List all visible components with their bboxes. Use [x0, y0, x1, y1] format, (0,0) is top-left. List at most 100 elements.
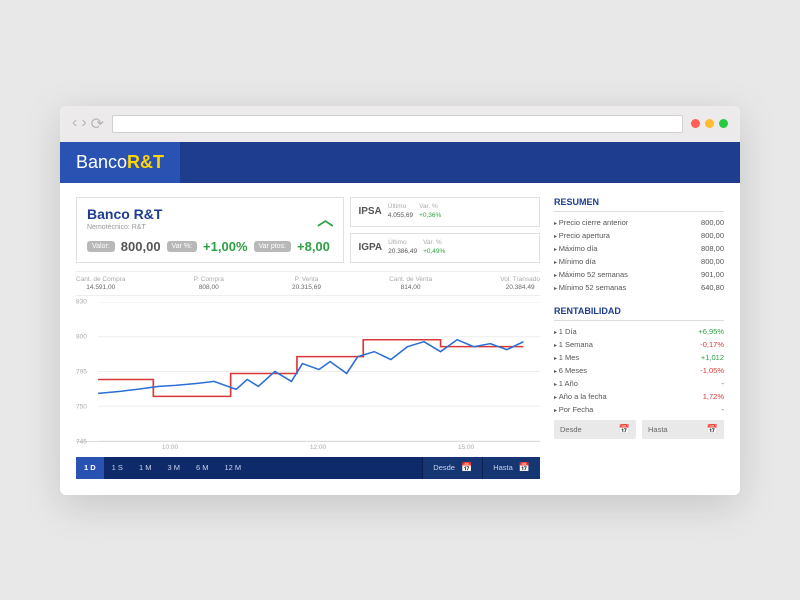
resumen-key: Mínimo día	[554, 257, 596, 266]
rentabilidad-value: -1,05%	[700, 366, 724, 375]
resumen-list: Precio cierre anterior800,00Precio apert…	[554, 218, 724, 292]
app-header: BancoR&T	[60, 142, 740, 183]
quote-col: P. Compra808,00	[194, 276, 224, 291]
x-tick: 15:00	[392, 444, 540, 451]
hasta-range-button[interactable]: Hasta📅	[482, 457, 540, 479]
quote-col: Cant. de Venta814,00	[389, 276, 432, 291]
content: Banco R&T Nemotécnico: R&T ︿ Valor: 800,…	[60, 183, 740, 495]
index-name: IPSA	[358, 206, 381, 217]
logo: BancoR&T	[60, 142, 180, 183]
left-panel: Banco R&T Nemotécnico: R&T ︿ Valor: 800,…	[76, 197, 540, 479]
rentabilidad-row: Por Fecha -	[554, 405, 724, 414]
quote-label: P. Venta	[292, 276, 321, 283]
rentabilidad-row: 1 Día +6,95%	[554, 327, 724, 336]
range-button[interactable]: 1 D	[76, 457, 104, 479]
nav-buttons: ‹ › ⟳	[72, 114, 104, 134]
rentabilidad-key: 1 Mes	[554, 353, 579, 362]
resumen-value: 901,00	[701, 270, 724, 279]
index-card: IGPA Último20.386,49 Var. %+0,49%	[350, 233, 540, 263]
chart-x-labels: 10:0012:0015:00	[76, 442, 540, 451]
price-chart: 830800795750745	[76, 302, 540, 442]
resumen-key: Precio apertura	[554, 231, 610, 240]
calendar-icon: 📅	[707, 424, 718, 435]
varptos-value: +8,00	[297, 239, 330, 254]
logo-text-rt: R&T	[127, 152, 164, 173]
forward-icon[interactable]: ›	[81, 114, 86, 134]
resumen-row: Máximo 52 semanas 901,00	[554, 270, 724, 279]
y-tick: 800	[76, 333, 87, 340]
maximize-icon[interactable]	[719, 119, 728, 128]
traffic-lights	[691, 119, 728, 128]
reload-icon[interactable]: ⟳	[91, 114, 104, 134]
url-bar[interactable]	[112, 115, 683, 133]
trend-up-icon: ︿	[317, 206, 333, 230]
close-icon[interactable]	[691, 119, 700, 128]
varpct-label: Var %:	[167, 241, 198, 252]
ultimo-value: 4.055,69	[388, 212, 413, 220]
varpct-value: +1,00%	[203, 239, 247, 254]
rentabilidad-row: 6 Meses-1,05%	[554, 366, 724, 375]
resumen-key: Precio cierre anterior	[554, 218, 628, 227]
rentabilidad-key: 1 Semana	[554, 340, 593, 349]
minimize-icon[interactable]	[705, 119, 714, 128]
resumen-row: Mínimo 52 semanas 640,80	[554, 283, 724, 292]
hasta-label: Hasta	[493, 463, 513, 472]
rentabilidad-value: +6,95%	[698, 327, 724, 336]
rentabilidad-row: 1 Mes +1,012	[554, 353, 724, 362]
quote-col: Vol. Transado20.384,49	[500, 276, 540, 291]
rentabilidad-value: -0,17%	[700, 340, 724, 349]
quote-col: Cant. de Compra14.591,00	[76, 276, 126, 291]
quote-value: 808,00	[194, 284, 224, 291]
y-tick: 830	[76, 298, 87, 305]
rentabilidad-row: 1 Año -	[554, 379, 724, 388]
range-button[interactable]: 3 M	[159, 457, 188, 479]
resumen-key: Mínimo 52 semanas	[554, 283, 626, 292]
hasta-button[interactable]: Hasta📅	[642, 420, 724, 439]
valor-value: 800,00	[121, 239, 161, 254]
rentabilidad-value: -	[722, 405, 725, 414]
index-card: IPSA Último4.055,69 Var. %+0,36%	[350, 197, 540, 227]
stock-ticker: Nemotécnico: R&T	[87, 224, 162, 231]
varptos-label: Var ptos:	[254, 241, 292, 252]
quote-label: P. Compra	[194, 276, 224, 283]
range-button[interactable]: 1 S	[104, 457, 131, 479]
quote-label: Cant. de Compra	[76, 276, 126, 283]
y-tick: 795	[76, 368, 87, 375]
resumen-row: Mínimo día800,00	[554, 257, 724, 266]
quote-value: 14.591,00	[76, 284, 126, 291]
range-button[interactable]: 6 M	[188, 457, 217, 479]
rentabilidad-key: Año a la fecha	[554, 392, 607, 401]
rentabilidad-value: +1,012	[701, 353, 724, 362]
range-button[interactable]: 1 M	[131, 457, 160, 479]
x-tick: 10:00	[96, 444, 244, 451]
quote-label: Vol. Transado	[500, 276, 540, 283]
rentabilidad-key: Por Fecha	[554, 405, 593, 414]
y-tick: 745	[76, 438, 87, 445]
range-button[interactable]: 12 M	[216, 457, 249, 479]
rentabilidad-key: 1 Día	[554, 327, 577, 336]
rentabilidad-key: 1 Año	[554, 379, 578, 388]
resumen-value: 640,80	[701, 283, 724, 292]
back-icon[interactable]: ‹	[72, 114, 77, 134]
quote-label: Cant. de Venta	[389, 276, 432, 283]
var-value: +0,49%	[423, 248, 445, 256]
index-name: IGPA	[358, 242, 382, 253]
desde-button[interactable]: Desde📅	[554, 420, 636, 439]
rentabilidad-value: -	[722, 379, 725, 388]
var-label: Var. %	[423, 239, 445, 247]
resumen-row: Precio apertura800,00	[554, 231, 724, 240]
range-bar: 1 D1 S1 M3 M6 M12 M Desde📅Hasta📅	[76, 457, 540, 479]
quote-value: 20.384,49	[500, 284, 540, 291]
desde-range-button[interactable]: Desde📅	[422, 457, 482, 479]
rentabilidad-row: Año a la fecha1,72%	[554, 392, 724, 401]
right-panel: RESUMEN Precio cierre anterior800,00Prec…	[554, 197, 724, 479]
rentabilidad-row: 1 Semana -0,17%	[554, 340, 724, 349]
calendar-icon: 📅	[619, 424, 630, 435]
resumen-key: Máximo día	[554, 244, 597, 253]
resumen-key: Máximo 52 semanas	[554, 270, 628, 279]
rentabilidad-title: RENTABILIDAD	[554, 306, 724, 321]
desde-label: Desde	[433, 463, 455, 472]
browser-window: ‹ › ⟳ BancoR&T Banco R&T Nemotécnico: R&…	[60, 106, 740, 495]
browser-chrome: ‹ › ⟳	[60, 106, 740, 142]
resumen-title: RESUMEN	[554, 197, 724, 212]
